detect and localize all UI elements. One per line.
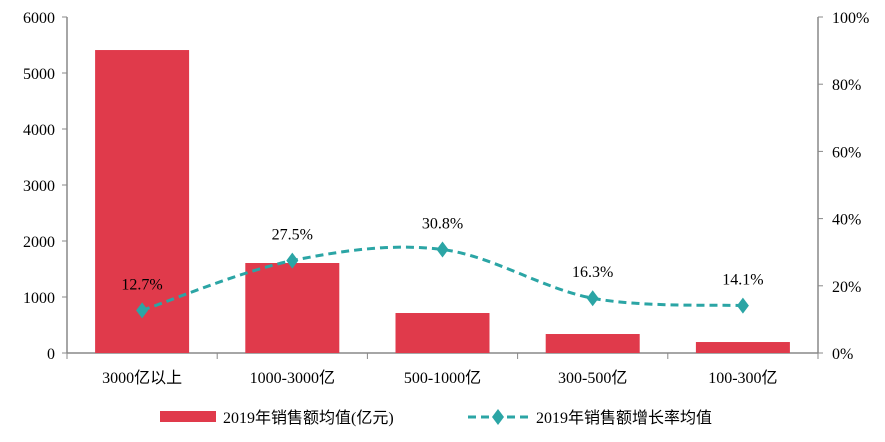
x-tick-label: 3000亿以上 bbox=[102, 369, 182, 387]
growth-marker bbox=[286, 252, 299, 269]
legend-bar-label: 2019年销售额均值(亿元) bbox=[223, 409, 394, 427]
data-label: 12.7% bbox=[121, 276, 162, 293]
bar bbox=[245, 263, 340, 353]
data-label: 27.5% bbox=[272, 227, 313, 244]
left-tick-label: 2000 bbox=[23, 234, 55, 251]
right-tick-label: 0% bbox=[832, 346, 853, 363]
right-tick-label: 40% bbox=[832, 212, 861, 229]
right-tick-label: 60% bbox=[832, 144, 861, 161]
left-tick-label: 4000 bbox=[23, 122, 55, 139]
x-tick-label: 300-500亿 bbox=[558, 369, 627, 387]
growth-marker bbox=[736, 297, 749, 314]
x-tick-label: 1000-3000亿 bbox=[250, 369, 335, 387]
x-tick-label: 500-1000亿 bbox=[404, 369, 481, 387]
legend-line-label: 2019年销售额增长率均值 bbox=[536, 409, 712, 427]
left-tick-label: 1000 bbox=[23, 290, 55, 307]
left-tick-label: 6000 bbox=[23, 10, 55, 27]
left-tick-label: 5000 bbox=[23, 66, 55, 83]
x-tick-label: 100-300亿 bbox=[708, 369, 777, 387]
legend-bar-swatch bbox=[160, 411, 216, 422]
growth-marker bbox=[436, 241, 449, 258]
right-tick-label: 20% bbox=[832, 279, 861, 296]
bar bbox=[545, 334, 640, 353]
legend-line-marker bbox=[492, 409, 504, 425]
data-label: 30.8% bbox=[422, 216, 463, 233]
growth-marker bbox=[136, 302, 149, 319]
growth-marker bbox=[586, 290, 599, 307]
growth-line bbox=[141, 245, 743, 312]
bar bbox=[395, 313, 490, 353]
left-tick-label: 0 bbox=[47, 346, 55, 363]
right-tick-label: 100% bbox=[832, 10, 869, 27]
bar bbox=[695, 342, 790, 353]
left-tick-label: 3000 bbox=[23, 178, 55, 195]
data-label: 16.3% bbox=[572, 264, 613, 281]
data-label: 14.1% bbox=[722, 272, 763, 289]
right-tick-label: 80% bbox=[832, 77, 861, 94]
